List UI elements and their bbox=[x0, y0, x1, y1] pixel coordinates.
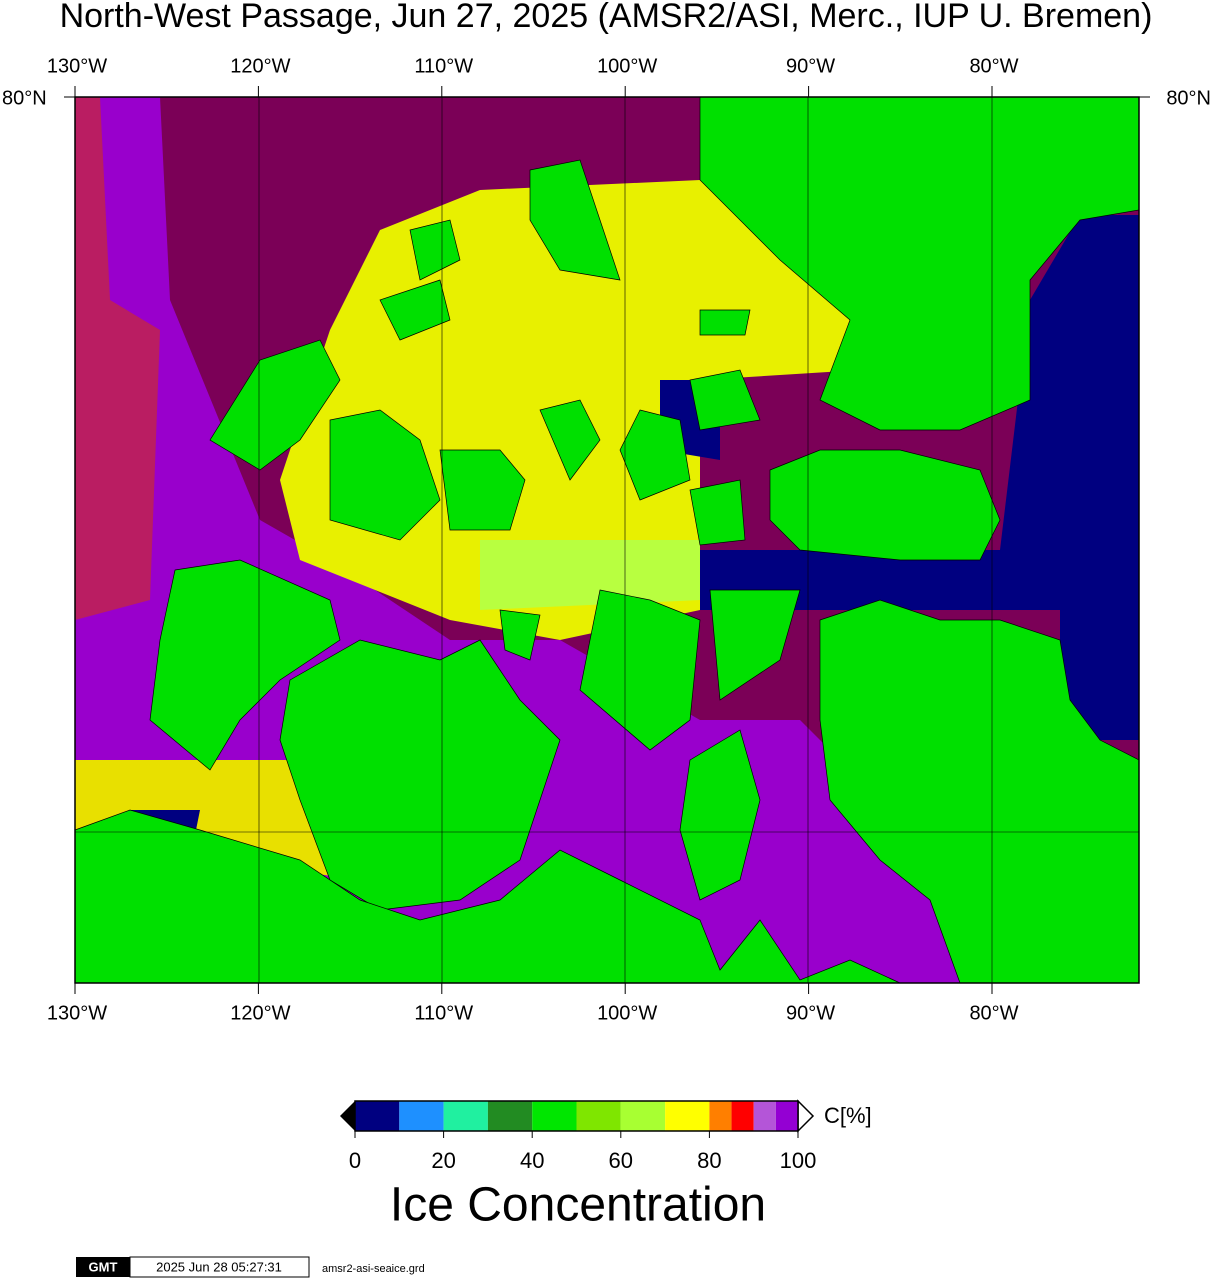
colorbar-over bbox=[797, 1099, 815, 1133]
colorbar: C[%] Ice Concentration 0 20 40 60 80 100 bbox=[340, 1099, 872, 1232]
sea-ice-area bbox=[75, 97, 160, 620]
colorbar-tick-label: 100 bbox=[780, 1148, 817, 1173]
colorbar-tick-label: 20 bbox=[431, 1148, 455, 1173]
colorbar-tick-label: 0 bbox=[349, 1148, 361, 1173]
lon-label: 90°W bbox=[786, 55, 835, 77]
lon-labels: 130°W 130°W 120°W 120°W 110°W 110°W 100°W 100°W… bbox=[47, 55, 1019, 1024]
colorbar-tick-label: 80 bbox=[697, 1148, 721, 1173]
colorbar-tick-label: 60 bbox=[609, 1148, 633, 1173]
logo-box bbox=[76, 1257, 130, 1277]
graticule bbox=[75, 97, 1139, 983]
lon-label: 110°W bbox=[414, 55, 473, 77]
lon-label: 130°W bbox=[47, 55, 107, 77]
colorbar-segment bbox=[399, 1101, 444, 1131]
lon-label: 100°W bbox=[597, 55, 657, 77]
colorbar-segment bbox=[775, 1101, 798, 1131]
map: 80°N 80°N bbox=[2, 87, 1211, 984]
file-name: amsr2-asi-seaice.grd bbox=[322, 1263, 425, 1275]
lon-label: 80°W bbox=[969, 1002, 1018, 1024]
lon-label: 90°W bbox=[786, 1002, 835, 1024]
colorbar-title: Ice Concentration bbox=[390, 1179, 766, 1232]
title: North-West Passage, Jun 27, 2025 (AMSR2/… bbox=[60, 0, 1153, 35]
colorbar-segment bbox=[753, 1101, 776, 1131]
sea-ice-area bbox=[480, 540, 700, 610]
colorbar-segment bbox=[443, 1101, 488, 1131]
lon-label: 100°W bbox=[597, 1002, 657, 1024]
logo: GMT bbox=[89, 1259, 118, 1274]
colorbar-segment bbox=[709, 1101, 732, 1131]
lon-label: 120°W bbox=[230, 55, 290, 77]
colorbar-under bbox=[340, 1101, 355, 1131]
colorbar-segment bbox=[576, 1101, 621, 1131]
map-frame bbox=[74, 96, 1140, 984]
colorbar-unit: C[%] bbox=[824, 1103, 872, 1128]
lon-label: 120°W bbox=[230, 1002, 290, 1024]
colorbar-segment bbox=[355, 1101, 400, 1131]
timestamp: 2025 Jun 28 05:27:31 bbox=[156, 1259, 282, 1274]
colorbar-segment bbox=[532, 1101, 577, 1131]
colorbar-segment bbox=[665, 1101, 710, 1131]
timestamp-box bbox=[129, 1256, 310, 1278]
footer: GMT 2025 Jun 28 05:27:31 amsr2-asi-seaic… bbox=[76, 1256, 425, 1278]
land bbox=[74, 96, 1140, 984]
colorbar-segment bbox=[487, 1101, 533, 1131]
colorbar-frame bbox=[354, 1100, 799, 1132]
colorbar-tick-label: 40 bbox=[520, 1148, 544, 1173]
colorbar-segment bbox=[620, 1101, 666, 1131]
lat-label: 80°N bbox=[2, 87, 47, 109]
lat-label: 80°N bbox=[1166, 87, 1211, 109]
colorbar-segment bbox=[731, 1101, 754, 1131]
lon-label: 130°W bbox=[47, 1002, 107, 1024]
lon-label: 110°W bbox=[414, 1002, 473, 1024]
lon-label: 80°W bbox=[969, 55, 1018, 77]
